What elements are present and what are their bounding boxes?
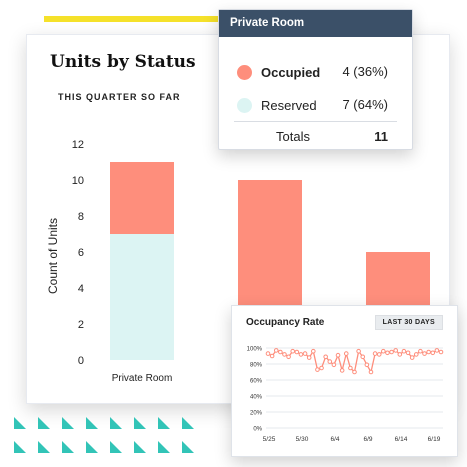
reserved-value: 7 (64%) (342, 97, 388, 112)
x-tick-label: 6/19 (428, 436, 441, 443)
tooltip-row-occupied: Occupied (237, 62, 320, 82)
occupancy-point (356, 348, 361, 354)
occupancy-line-chart: 0% 20% 40% 60% 80% 100% 5/25 5/30 6/4 6/9 6/14 6/19 (247, 347, 444, 443)
occupied-dot-icon (237, 64, 252, 80)
y-tick-label: 80% (250, 363, 263, 369)
occupancy-point (426, 349, 431, 355)
y-tick-label: 10 (72, 175, 84, 187)
y-tick-label: 60% (250, 379, 263, 385)
occupancy-point (343, 351, 349, 356)
occupancy-point (409, 355, 415, 360)
y-tick-label: 0 (78, 355, 84, 367)
occupancy-point (286, 354, 291, 360)
occupancy-point (372, 351, 378, 356)
occupancy-point (335, 352, 341, 358)
occupancy-point (311, 348, 316, 354)
occupancy-point (319, 365, 324, 371)
x-tick-label: Private Room (112, 373, 173, 384)
occupied-label: Occupied (261, 64, 321, 80)
y-tick-label: 100% (247, 347, 263, 353)
occupancy-point (438, 349, 444, 355)
decorative-triangle-pattern (14, 417, 194, 453)
y-tick-label: 8 (78, 211, 84, 223)
occupancy-point (306, 355, 312, 360)
chart-title: Units by Status (50, 52, 196, 72)
occupancy-point (385, 350, 390, 356)
occupancy-point (315, 367, 320, 372)
occupancy-point (323, 354, 328, 360)
y-tick-label: 40% (250, 395, 263, 401)
y-axis-label: Count of Units (46, 218, 60, 294)
y-tick-label: 12 (72, 139, 84, 151)
occupancy-title: Occupancy Rate (246, 317, 325, 328)
reserved-dot-icon (237, 97, 252, 113)
tooltip-row-reserved: Reserved (237, 95, 317, 115)
occupancy-point (278, 349, 283, 355)
occupancy-point (269, 353, 275, 359)
tooltip-divider (234, 121, 397, 122)
occupancy-rate-card: Occupancy Rate LAST 30 DAYS 0% 20% 40% 60% 8… (231, 305, 458, 457)
occupancy-point (389, 349, 394, 355)
occupancy-point (401, 348, 407, 354)
occupancy-point (434, 348, 440, 353)
occupancy-point (360, 354, 366, 360)
totals-value: 11 (374, 129, 388, 144)
occupancy-point (405, 350, 411, 356)
occupancy-point (422, 351, 427, 356)
bar-reserved (110, 234, 174, 360)
x-tick-label: 5/25 (263, 436, 276, 443)
occupancy-point (327, 359, 333, 364)
occupancy-point (348, 365, 353, 371)
occupancy-point (265, 351, 271, 356)
occupancy-point (282, 352, 287, 357)
occupancy-point (376, 352, 382, 357)
x-tick-label: 6/4 (330, 436, 339, 443)
y-tick-label: 2 (78, 319, 84, 331)
private-room-tooltip: Private Room Occupied 4 (36%) Reserved 7… (218, 9, 413, 150)
units-bar-chart: Count of Units 0 2 4 6 8 10 12 Private Room (46, 139, 430, 384)
occupancy-point (381, 348, 386, 354)
y-tick-label: 4 (78, 283, 84, 295)
occupancy-point (430, 350, 436, 356)
x-tick-label: 6/9 (363, 436, 372, 443)
y-tick-label: 6 (78, 247, 84, 259)
occupancy-point (331, 362, 337, 368)
occupancy-point (302, 351, 308, 356)
accent-bar (44, 16, 284, 22)
occupancy-point (273, 348, 279, 353)
occupancy-point (413, 352, 419, 357)
occupancy-point (290, 348, 296, 354)
occupancy-point (339, 368, 345, 373)
reserved-label: Reserved (261, 97, 317, 113)
bar-occupied (110, 162, 174, 234)
occupancy-point (397, 352, 403, 357)
occupancy-point (294, 349, 300, 355)
y-tick-label: 20% (250, 411, 263, 417)
x-tick-label: 5/30 (296, 436, 309, 443)
x-tick-label: 6/14 (395, 436, 408, 443)
occupancy-point (393, 348, 398, 353)
last-30-days-button[interactable]: LAST 30 DAYS (374, 315, 443, 330)
occupancy-point (364, 362, 370, 368)
occupancy-point (352, 369, 357, 375)
occupancy-point (368, 369, 374, 375)
tooltip-header: Private Room (219, 10, 412, 37)
occupancy-point (298, 352, 304, 357)
y-tick-label: 0% (253, 427, 262, 433)
totals-label: Totals (276, 129, 310, 144)
chart-subtitle: THIS QUARTER SO FAR (58, 92, 181, 102)
occupied-value: 4 (36%) (342, 64, 388, 79)
occupancy-point (418, 348, 423, 354)
